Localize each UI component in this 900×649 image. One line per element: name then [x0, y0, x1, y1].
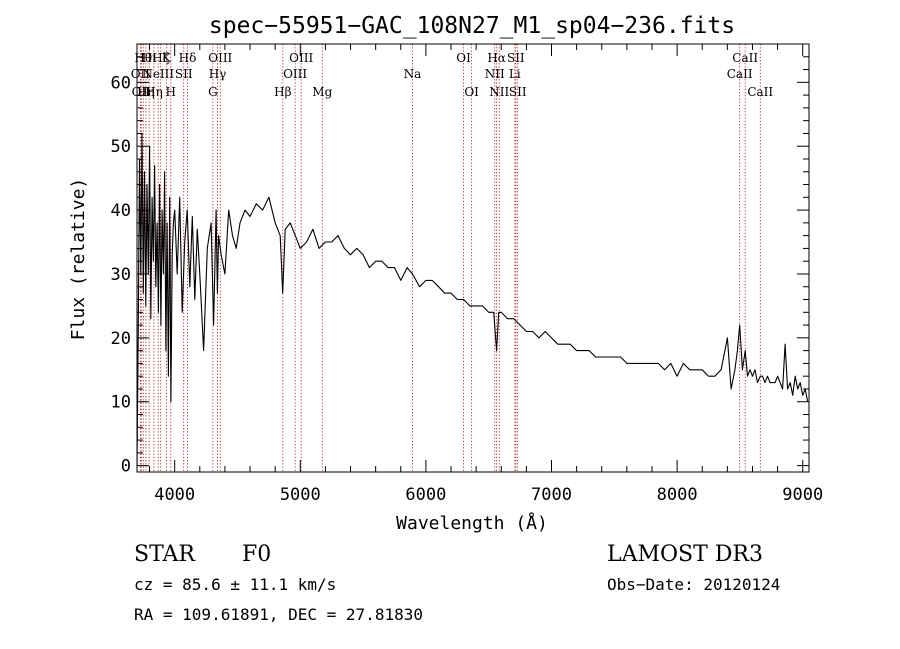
object-subclass: F0 — [242, 542, 271, 567]
x-tick-label-0: 4000 — [154, 485, 195, 505]
spectrum-line — [136, 132, 809, 466]
line-label-25: Li — [509, 67, 521, 81]
line-label-12: G — [208, 85, 218, 99]
line-label-26: SII — [507, 51, 525, 65]
line-label-5: Hη — [145, 85, 163, 99]
chart-title: spec−55951−GAC_108N27_M1_sp04−236.fits — [209, 13, 735, 39]
line-label-28: CaII — [727, 67, 753, 81]
line-label-0: OII — [131, 67, 151, 81]
x-axis-label: Wavelength (Å) — [396, 512, 548, 534]
line-label-4: Hι — [142, 51, 157, 65]
line-label-22: NII — [485, 67, 505, 81]
line-label-6: NeIII — [142, 67, 174, 81]
line-label-29: CaII — [732, 51, 758, 65]
line-label-21: OI — [464, 85, 479, 99]
line-label-10: SII — [175, 67, 193, 81]
line-label-15: Hβ — [274, 85, 291, 99]
line-label-11: Hδ — [179, 51, 197, 65]
y-tick-label-4: 40 — [111, 201, 131, 221]
line-label-8: K — [162, 51, 172, 65]
line-label-30: CaII — [747, 85, 773, 99]
line-label-27: SII — [509, 85, 527, 99]
line-label-24: NII — [489, 85, 509, 99]
line-label-19: Na — [404, 67, 422, 81]
line-label-13: Hγ — [209, 67, 227, 81]
line-label-17: OIII — [289, 51, 313, 65]
line-label-23: Hα — [487, 51, 506, 65]
x-tick-label-4: 8000 — [657, 485, 698, 505]
line-label-14: OIII — [208, 51, 232, 65]
y-tick-label-6: 60 — [111, 73, 131, 93]
x-axis-ticks: 4000 5000 6000 7000 8000 9000 — [149, 44, 823, 505]
plot-frame — [136, 43, 810, 473]
survey-label: LAMOST DR3 — [607, 542, 763, 567]
line-label-18: Mg — [312, 85, 332, 99]
y-tick-label-0: 0 — [121, 457, 131, 477]
y-tick-label-2: 20 — [111, 329, 131, 349]
y-axis-label: Flux (relative) — [68, 178, 89, 341]
obs-date-text: Obs−Date: 20120124 — [607, 575, 780, 594]
line-label-16: OIII — [283, 67, 307, 81]
line-label-2: Hθ — [134, 51, 152, 65]
y-tick-label-5: 50 — [111, 137, 131, 157]
x-tick-label-2: 6000 — [405, 485, 446, 505]
line-label-9: H — [166, 85, 176, 99]
x-tick-label-1: 5000 — [280, 485, 321, 505]
line-annotation-layer: OIIOIIHθHηHιHηNeIIIHζKHSIIHδGHγOIIIHβOII… — [131, 44, 773, 472]
x-tick-label-5: 9000 — [782, 485, 823, 505]
y-axis-ticks: 0 10 20 30 40 50 60 — [111, 56, 809, 477]
object-class: STAR — [134, 542, 196, 567]
redshift-text: cz = 85.6 ± 11.1 km/s — [134, 575, 336, 594]
coordinates-text: RA = 109.61891, DEC = 27.81830 — [134, 605, 423, 624]
line-label-20: OI — [456, 51, 471, 65]
y-tick-label-3: 30 — [111, 265, 131, 285]
y-tick-label-1: 10 — [111, 393, 131, 413]
line-label-7: Hζ — [152, 51, 169, 65]
spectrum-layer — [136, 132, 809, 466]
x-tick-label-3: 7000 — [531, 485, 572, 505]
